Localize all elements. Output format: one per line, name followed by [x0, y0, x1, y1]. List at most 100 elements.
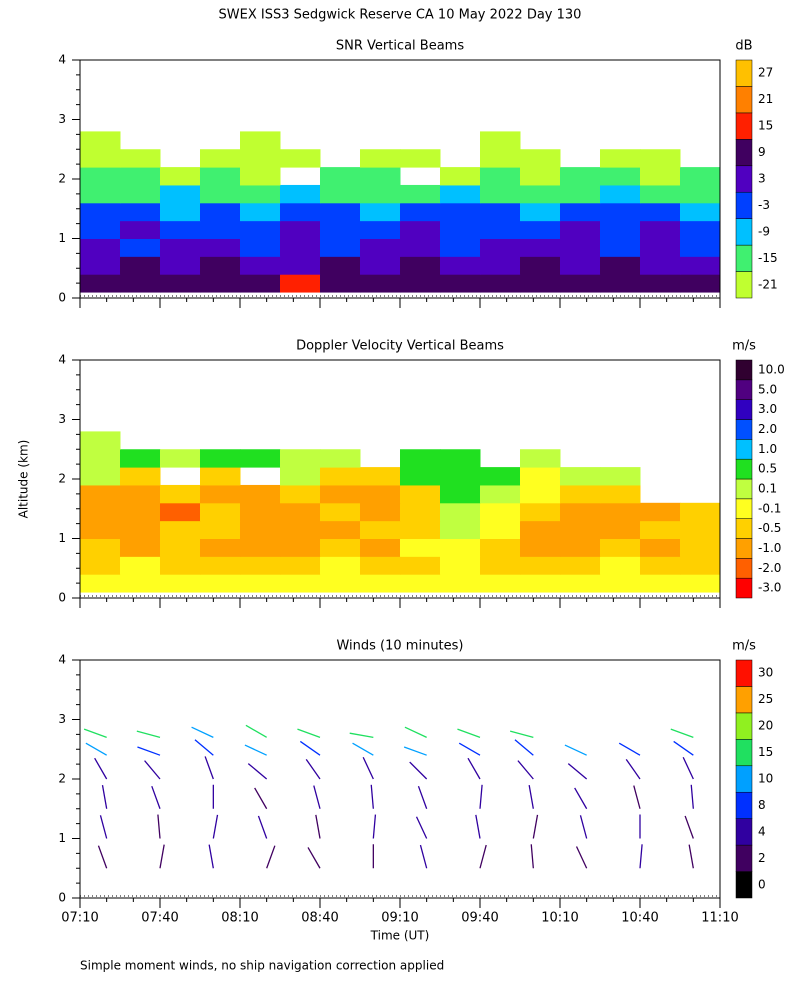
heatmap-cell: [480, 149, 521, 168]
colorbar-label: -3: [758, 198, 770, 212]
heatmap-cell: [80, 431, 121, 450]
colorbar-box: [735, 112, 753, 140]
heatmap-cell: [640, 220, 681, 239]
heatmap-cell: [280, 274, 321, 293]
colorbar-label: 30: [758, 666, 773, 680]
wind-barb: [144, 760, 161, 780]
heatmap-cell: [360, 184, 401, 204]
heatmap-cell: [480, 502, 521, 522]
heatmap-cell: [600, 484, 641, 504]
heatmap-cell: [200, 238, 241, 257]
wind-barb: [688, 844, 694, 869]
heatmap-cell: [400, 484, 441, 504]
plot-area: [83, 724, 694, 869]
x-tick-label: 10:10: [541, 911, 578, 926]
heatmap-cell: [520, 520, 561, 539]
colorbar-label: 21: [758, 92, 773, 106]
heatmap-cell: [440, 467, 481, 486]
heatmap-cell: [400, 520, 441, 539]
colorbar-box: [735, 59, 753, 87]
colorbar-box: [735, 818, 753, 846]
heatmap-cell: [400, 574, 441, 593]
wind-barb: [266, 845, 276, 869]
heatmap-cell: [160, 520, 201, 539]
heatmap-cell: [680, 238, 721, 257]
heatmap-cell: [160, 556, 201, 575]
heatmap-cell: [240, 184, 281, 204]
heatmap-cell: [280, 574, 321, 593]
wind-barb: [458, 742, 481, 756]
heatmap-cell: [600, 538, 641, 557]
colorbar-box: [735, 458, 753, 480]
wind-barb: [467, 757, 481, 780]
heatmap-cell: [440, 202, 481, 222]
heatmap-cell: [80, 167, 121, 186]
plot-area: [80, 131, 721, 293]
wind-barb: [409, 761, 428, 780]
wind-barb: [417, 785, 428, 809]
heatmap-cell: [80, 449, 121, 468]
wind-barb: [682, 756, 694, 780]
plot-area: [80, 431, 721, 593]
heatmap-cell: [120, 484, 161, 504]
wind-barb: [247, 763, 268, 780]
heatmap-cell: [280, 202, 321, 222]
colorbar-label: 20: [758, 719, 773, 733]
heatmap-cell: [360, 274, 401, 293]
colorbar-label: -1.0: [758, 541, 781, 555]
colorbar-box: [735, 478, 753, 500]
heatmap-cell: [440, 556, 481, 575]
heatmap-cell: [320, 184, 361, 204]
colorbar-box: [735, 538, 753, 559]
heatmap-cell: [440, 484, 481, 504]
heatmap-cell: [280, 520, 321, 539]
heatmap-cell: [120, 167, 161, 186]
wind-barb: [85, 742, 107, 756]
heatmap-cell: [440, 238, 481, 257]
heatmap-cell: [160, 238, 201, 257]
heatmap-cell: [520, 484, 561, 504]
x-tick-label: 11:10: [701, 911, 738, 926]
heatmap-cell: [200, 256, 241, 275]
heatmap-cell: [400, 502, 441, 522]
colorbar-label: 0.1: [758, 481, 777, 495]
heatmap-cell: [560, 467, 601, 486]
wind-barb: [362, 756, 374, 780]
colorbar-box: [735, 844, 753, 872]
heatmap-cell: [120, 202, 161, 222]
heatmap-cell: [320, 167, 361, 186]
heatmap-cell: [360, 202, 401, 222]
heatmap-cell: [400, 184, 441, 204]
x-tick-label: 09:40: [461, 911, 498, 926]
heatmap-cell: [320, 538, 361, 557]
heatmap-cell: [120, 574, 161, 593]
heatmap-cell: [240, 449, 281, 468]
colorbar-label: 9: [758, 145, 766, 159]
wind-barb: [625, 758, 641, 780]
heatmap-cell: [680, 520, 721, 539]
colorbar-label: 15: [758, 119, 773, 133]
wind-barb: [575, 846, 588, 869]
heatmap-cell: [280, 502, 321, 522]
heatmap-cell: [360, 538, 401, 557]
heatmap-cell: [280, 184, 321, 204]
heatmap-cell: [200, 274, 241, 293]
wind-barb: [97, 845, 108, 869]
wind-barb: [475, 814, 481, 839]
heatmap-cell: [640, 502, 681, 522]
heatmap-cell: [680, 256, 721, 275]
heatmap-cell: [200, 220, 241, 239]
heatmap-cell: [200, 467, 241, 486]
colorbar-label: 8: [758, 798, 766, 812]
wind-barb: [564, 744, 587, 756]
heatmap-cell: [560, 520, 601, 539]
x-tick-label: 10:40: [621, 911, 658, 926]
heatmap-cell: [680, 574, 721, 593]
heatmap-cell: [520, 184, 561, 204]
heatmap-cell: [600, 574, 641, 593]
heatmap-cell: [560, 238, 601, 257]
heatmap-cell: [280, 556, 321, 575]
panel-title: SNR Vertical Beams: [336, 39, 464, 54]
heatmap-cell: [360, 484, 401, 504]
heatmap-cell: [280, 449, 321, 468]
